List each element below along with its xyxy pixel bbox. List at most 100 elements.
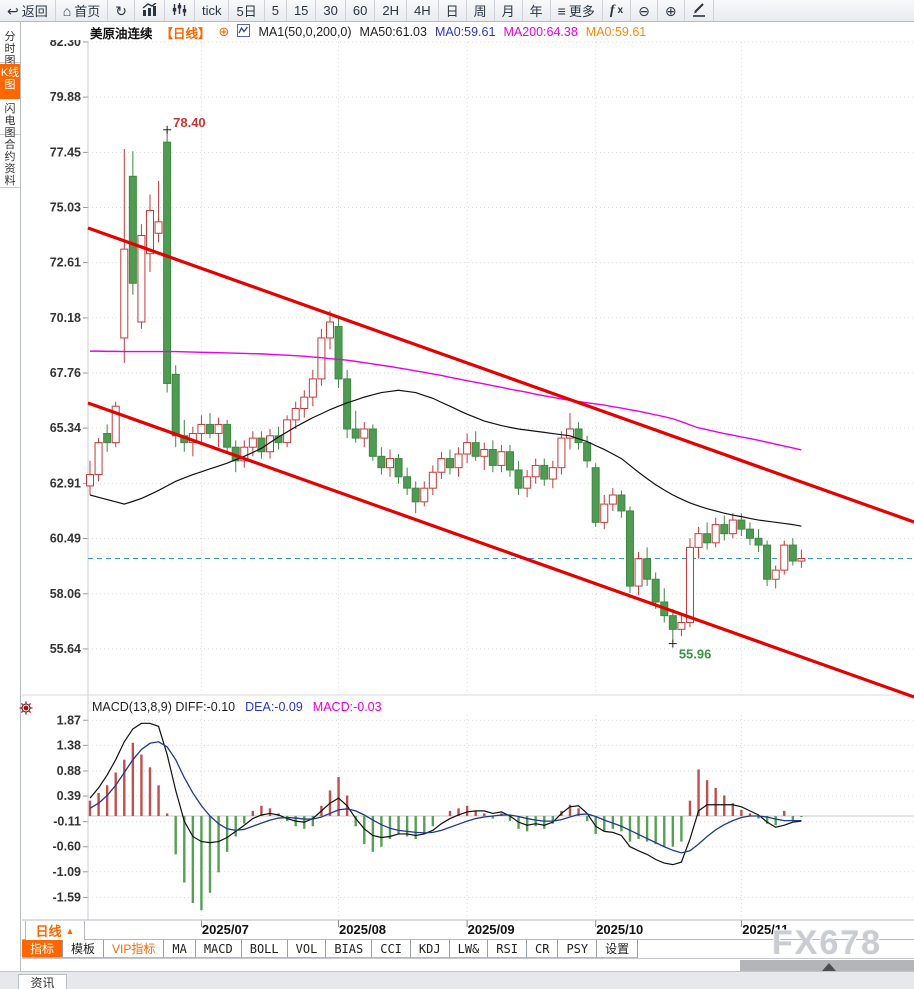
candle-body [214, 423, 223, 435]
tab-rsi[interactable]: RSI [488, 940, 527, 958]
toolbar-button-period-year[interactable]: 年 [523, 0, 551, 21]
macd-diff-line [89, 722, 802, 866]
toolbar-button-period-30[interactable]: 30 [316, 0, 346, 21]
candles [86, 130, 806, 642]
toolbar-button-period-60[interactable]: 60 [346, 0, 376, 21]
toolbar-button-period-tick[interactable]: tick [195, 0, 230, 21]
sidebar-item-contract-info[interactable]: 合约资料 [0, 136, 20, 188]
candle-body [523, 476, 532, 489]
macd-settings-sun-icon[interactable] [19, 701, 33, 720]
toolbar-button-zoom-out[interactable]: ⊖ [631, 0, 658, 21]
toolbar-button-zoom-in[interactable]: ⊕ [658, 0, 685, 21]
tab-macd[interactable]: MACD [195, 940, 242, 958]
period-dropdown[interactable]: 日线 ▲ [25, 921, 85, 940]
macd-histogram [88, 742, 803, 911]
candle-body [137, 234, 146, 323]
high-price-label: 78.40 [173, 115, 206, 130]
macd-axis-label: -1.59 [53, 890, 82, 904]
toolbar-button-label: tick [201, 3, 222, 18]
chart-header: 美原油连续 【日线】 ⊕ MA1(50,0,200,0) MA50:61.03 … [90, 24, 646, 41]
price-axis-label: 72.61 [50, 256, 81, 270]
back-arrow-icon: ↩ [7, 2, 19, 19]
price-axis-label: 65.34 [50, 421, 81, 435]
macd-dea-line [89, 741, 802, 854]
candle-body [163, 141, 172, 384]
candle-body [394, 458, 403, 478]
toolbar-button-period-5[interactable]: 5 [265, 0, 287, 21]
toolbar-button-refresh[interactable]: ↻ [108, 0, 135, 21]
candle-body [488, 448, 497, 466]
candle-body [711, 524, 720, 544]
toolbar-button-period-month[interactable]: 月 [495, 0, 523, 21]
candle-body [120, 248, 129, 339]
tab-vol[interactable]: VOL [287, 940, 327, 958]
toolbar-button-label: 4H [413, 3, 431, 18]
scrollbar-handle-icon[interactable] [822, 963, 836, 971]
toolbar-button-draw[interactable] [685, 0, 714, 21]
toolbar-button-kline-style[interactable] [165, 0, 195, 21]
candle-body [497, 451, 506, 466]
x-axis-label: 2025/11 [742, 922, 788, 937]
tab-boll[interactable]: BOLL [241, 940, 288, 958]
sidebar-item-time-share-chart[interactable]: 分时图 [0, 28, 20, 67]
sidebar-item-lightning-chart[interactable]: 闪电图 [0, 100, 20, 139]
chart-plot-area[interactable]: 82.30 79.88 77.45 75.03 72.61 70.18 67.76 65.34… [0, 40, 914, 940]
tab-vip-indicator[interactable]: VIP指标 [104, 940, 165, 958]
candle-body [771, 569, 780, 580]
macd-axis-label: -1.09 [53, 865, 82, 879]
status-bar: 资讯 [0, 971, 914, 989]
toolbar-button-period-week[interactable]: 周 [467, 0, 495, 21]
tab-indicator[interactable]: 指标 [22, 940, 64, 958]
news-tab[interactable]: 资讯 [18, 974, 67, 989]
mini-kline-icon[interactable] [237, 24, 251, 40]
tab-cci[interactable]: CCI [372, 940, 411, 958]
period-tag: 【日线】 [160, 26, 211, 41]
macd-macd-value: MACD:-0.03 [312, 700, 382, 714]
candle-body [625, 510, 634, 587]
toolbar-button-label: 周 [473, 4, 487, 19]
tab-template[interactable]: 模板 [63, 940, 105, 958]
zoom-in-icon: ⊕ [664, 2, 677, 19]
tab-bias[interactable]: BIAS [326, 940, 373, 958]
tab-ma[interactable]: MA [164, 940, 196, 958]
sidebar-item-kline-chart[interactable]: K线图 [0, 64, 20, 99]
toolbar-button-period-day[interactable]: 日 [439, 0, 467, 21]
toolbar-button-period-5d[interactable]: 5日 [229, 0, 265, 21]
toolbar-button-home[interactable]: ⌂ 首页 [56, 0, 109, 21]
toolbar-button-period-2h[interactable]: 2H [375, 0, 407, 21]
toolbar-button-period-15[interactable]: 15 [287, 0, 317, 21]
tab-settings[interactable]: 设置 [597, 940, 639, 958]
toolbar-button-period-4h[interactable]: 4H [407, 0, 439, 21]
tab-lw[interactable]: LW& [449, 940, 489, 958]
toolbar-button-label: 5 [271, 3, 279, 18]
candle-body [334, 326, 343, 380]
price-axis-label: 60.49 [50, 531, 81, 545]
candle-body [300, 396, 309, 410]
candle-body [763, 544, 772, 580]
candle-body [197, 423, 206, 435]
price-axis-label: 62.91 [50, 476, 81, 490]
tab-psy[interactable]: PSY [558, 940, 598, 958]
x-axis-label: 2025/09 [468, 922, 515, 937]
toolbar-button-label: 更多 [568, 4, 595, 19]
tab-kdj[interactable]: KDJ [410, 940, 450, 958]
tab-cr[interactable]: CR [526, 940, 559, 958]
macd-dea-value: DEA:-0.09 [245, 700, 303, 714]
candle-body [540, 464, 549, 480]
toolbar-button-back[interactable]: ↩ 返回 [0, 0, 56, 21]
candle-body [600, 503, 609, 523]
toolbar-button-chart-type[interactable] [135, 0, 165, 21]
toolbar-button-more[interactable]: ≡ 更多 [551, 0, 603, 21]
candle-body [737, 519, 746, 530]
candle-body [703, 533, 712, 544]
trend-line [87, 226, 914, 524]
add-circle-icon[interactable]: ⊕ [218, 24, 230, 39]
toolbar-button-label: 月 [501, 4, 515, 19]
candle-body [428, 471, 437, 489]
candle-body [257, 437, 266, 453]
candle-body [694, 533, 703, 548]
horizontal-scrollbar[interactable] [22, 958, 914, 972]
candle-body [420, 487, 429, 503]
candle-body [205, 423, 214, 435]
